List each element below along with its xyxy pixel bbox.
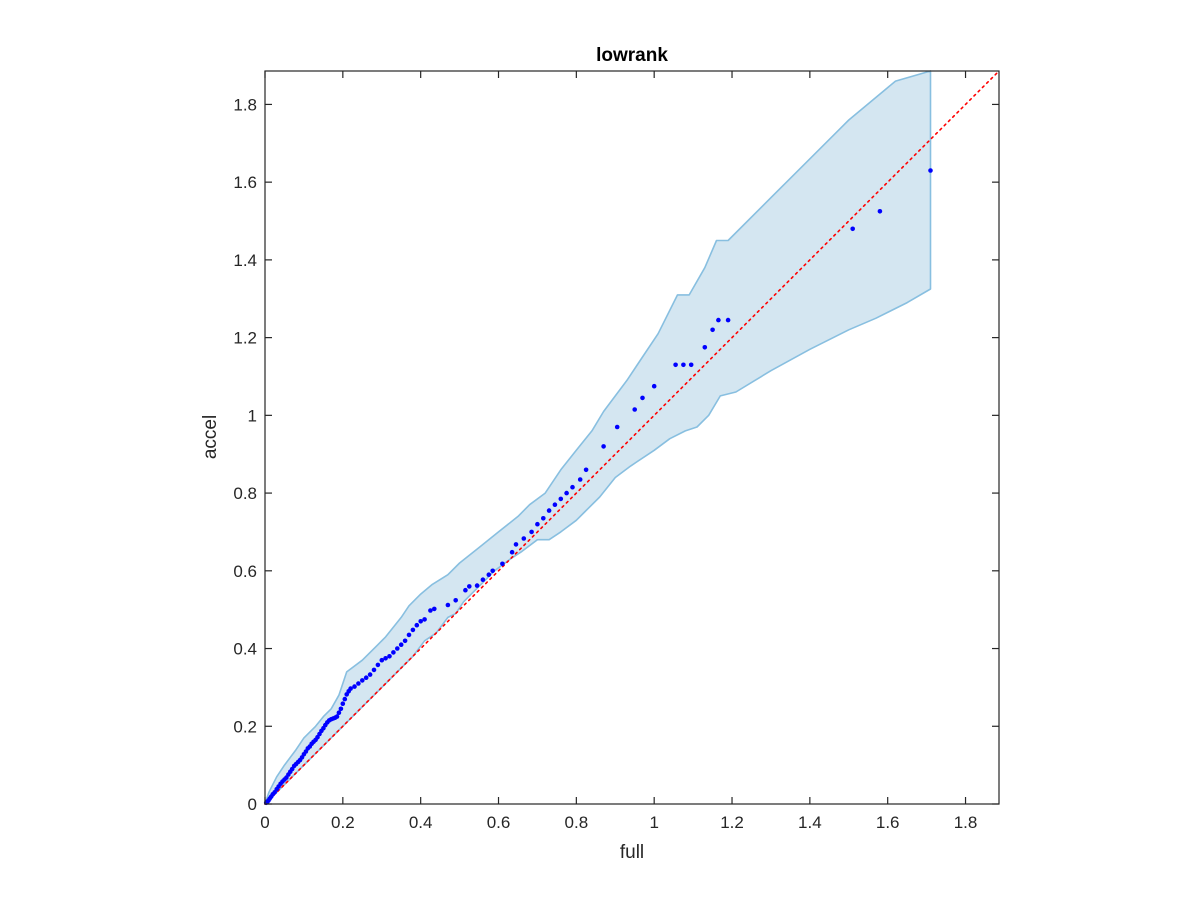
data-point — [509, 549, 515, 555]
data-point — [651, 383, 657, 389]
data-point — [601, 444, 606, 449]
data-point — [614, 424, 620, 430]
data-point — [546, 508, 552, 513]
data-point — [348, 686, 353, 691]
data-point — [453, 598, 459, 603]
data-point — [367, 672, 373, 677]
data-point — [356, 681, 361, 686]
data-point — [406, 632, 412, 638]
y-tick-label: 0.8 — [233, 484, 257, 503]
data-point — [500, 561, 505, 567]
data-point — [467, 584, 472, 589]
x-tick-label: 1.6 — [876, 813, 900, 832]
data-point — [877, 209, 883, 214]
y-axis-label: accel — [200, 415, 221, 459]
data-point — [375, 662, 381, 668]
data-point — [371, 667, 377, 673]
x-tick-label: 1.4 — [798, 813, 822, 832]
data-point — [474, 583, 480, 588]
data-point — [521, 536, 527, 541]
data-point — [486, 572, 492, 577]
data-point — [558, 496, 564, 502]
data-point — [850, 226, 855, 232]
data-point — [928, 168, 933, 173]
data-point — [334, 714, 340, 719]
x-tick-label: 0.8 — [565, 813, 589, 832]
y-tick-label: 0 — [248, 795, 257, 814]
data-point — [688, 362, 694, 368]
data-point — [716, 317, 721, 323]
data-point — [383, 656, 388, 661]
data-point — [552, 502, 558, 508]
data-point — [360, 678, 365, 683]
data-point — [535, 521, 540, 527]
x-tick-label: 0.2 — [331, 813, 355, 832]
y-tick-label: 0.6 — [233, 562, 257, 581]
x-tick-label: 1.2 — [720, 813, 744, 832]
y-tick-label: 0.4 — [233, 640, 257, 659]
data-point — [725, 317, 731, 323]
data-point — [632, 407, 637, 412]
data-point — [387, 654, 392, 659]
data-point — [445, 602, 451, 608]
data-point — [402, 638, 408, 644]
data-point — [418, 619, 424, 624]
data-point — [340, 701, 346, 706]
data-point — [577, 477, 583, 482]
data-point — [342, 696, 348, 702]
data-point — [428, 608, 433, 613]
data-point — [710, 327, 715, 333]
data-point — [640, 395, 645, 401]
x-tick-label: 1 — [649, 813, 658, 832]
data-point — [432, 606, 437, 612]
data-point — [338, 706, 344, 712]
data-point — [336, 710, 342, 715]
data-point — [395, 646, 400, 651]
data-point — [463, 587, 468, 593]
data-point — [702, 345, 708, 350]
data-point — [379, 657, 385, 663]
data-point — [480, 577, 486, 582]
data-point — [529, 529, 534, 535]
data-point — [673, 362, 678, 368]
data-point — [391, 650, 396, 655]
y-tick-label: 1.8 — [233, 95, 257, 114]
x-tick-label: 0 — [260, 813, 269, 832]
x-tick-label: 0.4 — [409, 813, 433, 832]
data-point — [398, 642, 404, 647]
data-point — [414, 622, 420, 628]
data-point — [513, 542, 519, 547]
data-point — [352, 684, 357, 689]
data-point — [570, 484, 575, 490]
axes-box — [264, 70, 1000, 805]
y-tick-label: 1 — [248, 406, 257, 425]
x-tick-label: 0.6 — [487, 813, 511, 832]
x-tick-label: 1.8 — [954, 813, 978, 832]
y-tick-label: 1.4 — [233, 251, 257, 270]
reference-line-y-equals-x — [264, 70, 1000, 805]
confidence-band — [264, 70, 932, 805]
data-point — [422, 617, 427, 622]
data-point — [490, 568, 496, 574]
plot-area: 0 0.2 0.4 0.6 0.8 1 1.2 1.4 1.6 1.8 0 0.2 0.4 0.6 0.8 1… — [233, 70, 1000, 832]
data-point — [541, 516, 546, 521]
y-tick-label: 0.2 — [233, 717, 257, 736]
data-point — [564, 490, 569, 496]
chart-title: lowrank — [596, 45, 668, 66]
data-point — [583, 467, 589, 473]
data-point — [363, 675, 369, 680]
y-tick-label: 1.6 — [233, 173, 257, 192]
data-point — [410, 627, 416, 633]
data-point — [681, 362, 686, 368]
x-axis-label: full — [620, 842, 644, 863]
y-tick-label: 1.2 — [233, 329, 257, 348]
